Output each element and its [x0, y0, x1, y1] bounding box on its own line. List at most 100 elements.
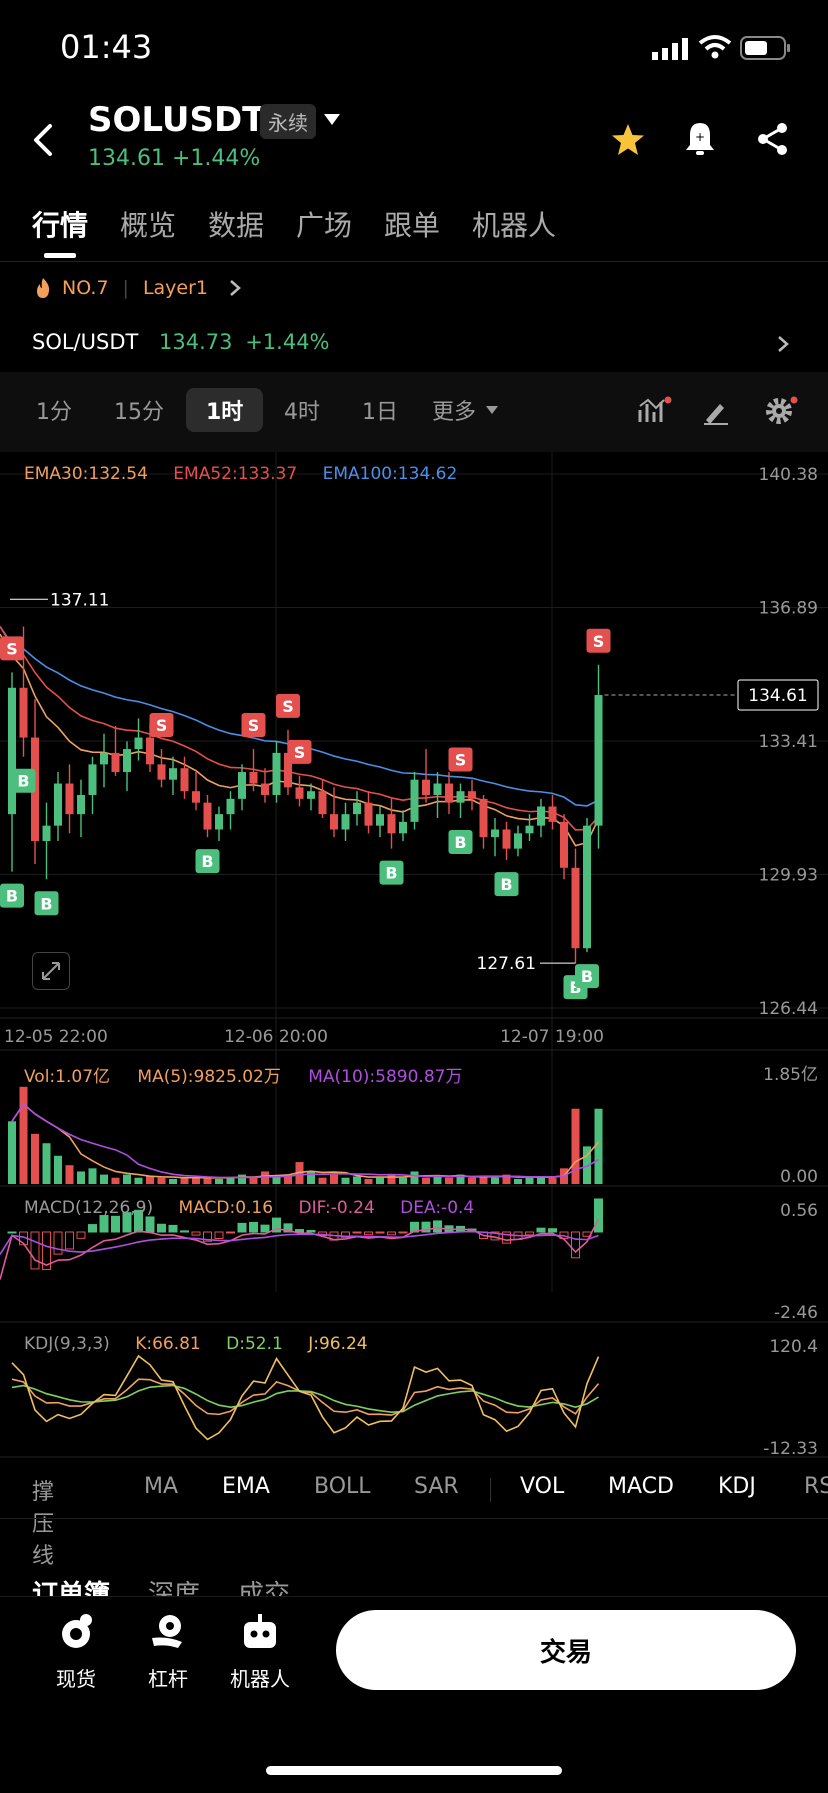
tab-depth[interactable]: 深度: [148, 1580, 201, 1596]
macd-histogram-bar: [421, 1221, 431, 1233]
settings-gear-icon[interactable]: [764, 396, 798, 430]
volume-bar: [192, 1177, 200, 1184]
volume-bar: [583, 1146, 591, 1184]
tag-row[interactable]: NO.7 | Layer1: [32, 272, 242, 304]
tab-square[interactable]: 广场: [296, 209, 353, 242]
price-chart[interactable]: 140.38 136.89 133.41 129.93 126.44 12-05 22:0…: [0, 452, 828, 1458]
volume-bar: [399, 1177, 407, 1184]
back-button[interactable]: [30, 122, 56, 162]
share-button[interactable]: [756, 122, 790, 160]
tab-orderbook[interactable]: 订单簿: [32, 1580, 111, 1596]
chevron-left-icon: [34, 124, 52, 156]
spot-coin-icon: [62, 1614, 92, 1648]
volume-bar: [525, 1177, 534, 1184]
candle-body: [583, 825, 591, 949]
buy-marker: [494, 872, 519, 897]
candle-body: [399, 821, 407, 834]
ind-tab-kdj[interactable]: KDJ: [718, 1474, 756, 1499]
tab-trades[interactable]: 成交: [238, 1580, 291, 1596]
volume-bar: [468, 1177, 476, 1184]
tab-overview[interactable]: 概览: [120, 209, 177, 242]
nav-bot[interactable]: 机器人: [220, 1612, 300, 1692]
more-dropdown-icon[interactable]: [486, 406, 498, 414]
macd-histogram-bar: [525, 1231, 534, 1236]
orderbook-tabs: 订单簿 深度 成交: [0, 1570, 828, 1596]
price-alert-button[interactable]: +: [684, 120, 716, 162]
interval-15m[interactable]: 15分: [114, 400, 164, 425]
macd-histogram-bar: [237, 1222, 247, 1233]
interval-1h[interactable]: 1时: [186, 388, 264, 432]
ind-tab-ema[interactable]: EMA: [222, 1474, 270, 1499]
divider: [0, 261, 828, 262]
candle-body: [502, 829, 511, 849]
volume-bar: [65, 1165, 74, 1184]
symbol-title[interactable]: SOLUSDT: [88, 100, 266, 140]
y-tick-label: 129.93: [759, 866, 818, 886]
macd-histogram-bar: [306, 1230, 316, 1233]
tab-copy-trade[interactable]: 跟单: [384, 209, 441, 242]
sell-marker: [0, 636, 24, 661]
candle-body: [65, 783, 74, 815]
ind-tab-sar[interactable]: SAR: [414, 1474, 459, 1499]
y-tick-label: 140.38: [759, 465, 818, 485]
macd-dif: DIF:-0.24: [298, 1198, 375, 1218]
volume-bar: [433, 1176, 442, 1184]
symbol-dropdown-icon[interactable]: [324, 114, 340, 125]
tab-bots[interactable]: 机器人: [472, 209, 557, 242]
ind-tab-rsi[interactable]: RS: [804, 1474, 828, 1499]
svg-text:+: +: [695, 130, 705, 144]
interval-4h[interactable]: 4时: [284, 400, 320, 425]
interval-more[interactable]: 更多: [432, 400, 477, 425]
ind-tab-macd[interactable]: MACD: [608, 1474, 674, 1499]
macd-axis-label: -2.46: [774, 1303, 818, 1323]
trade-button[interactable]: 交易: [336, 1610, 796, 1690]
spot-chevron-right-icon[interactable]: [776, 334, 790, 358]
kdj-d-line: [11, 1384, 599, 1413]
favorite-star-button[interactable]: [610, 122, 646, 162]
volume-bar: [514, 1178, 522, 1184]
macd-histogram-bar: [387, 1231, 396, 1236]
interval-1m[interactable]: 1分: [36, 400, 72, 425]
volume-bar: [422, 1177, 430, 1184]
ind-tab-support[interactable]: 撑压线: [32, 1480, 55, 1569]
buy-marker: [379, 860, 404, 885]
candle-body: [100, 752, 108, 765]
header-price: 134.61: [88, 146, 165, 171]
interval-1d[interactable]: 1日: [362, 400, 398, 425]
volume-bar: [387, 1174, 396, 1184]
kdj-j-line: [11, 1354, 600, 1441]
kdj-axis-label: -12.33: [763, 1439, 818, 1458]
tab-data[interactable]: 数据: [208, 209, 265, 242]
contract-type-badge: 永续: [260, 104, 316, 139]
volume-bar: [364, 1178, 373, 1184]
macd-histogram-bar: [433, 1220, 442, 1233]
buy-marker-label: B: [454, 833, 466, 852]
draw-tool-icon[interactable]: [702, 398, 730, 430]
candle-body: [571, 867, 580, 949]
vol-ma10-label: MA(10):5890.87万: [308, 1067, 463, 1087]
macd-histogram-bar: [7, 1231, 17, 1234]
nav-spot[interactable]: 现货: [36, 1612, 116, 1692]
macd-histogram-bar: [272, 1217, 281, 1233]
ind-tab-ma[interactable]: MA: [144, 1474, 179, 1499]
volume-axis-label: 1.85亿: [763, 1065, 818, 1085]
volume-bar: [307, 1171, 315, 1184]
nav-margin[interactable]: 杠杆: [128, 1612, 208, 1692]
ind-tab-boll[interactable]: BOLL: [314, 1474, 371, 1499]
last-price-tag: 134.61: [748, 686, 807, 706]
volume-bar: [8, 1121, 16, 1184]
candle-body: [525, 825, 534, 834]
candle-body: [410, 779, 419, 822]
expand-chart-button[interactable]: [32, 952, 70, 990]
spot-price-row[interactable]: SOL/USDT 134.73 +1.44%: [32, 330, 330, 354]
candle-body: [157, 764, 166, 780]
macd-histogram-bar: [180, 1230, 189, 1233]
volume-bar: [31, 1133, 39, 1184]
candle-body: [307, 791, 315, 799]
header-change: +1.44%: [171, 146, 261, 171]
ind-tab-vol[interactable]: VOL: [520, 1474, 565, 1499]
indicator-toggle-icon[interactable]: [638, 396, 672, 430]
sell-marker-label: S: [593, 632, 605, 651]
candle-body: [295, 787, 304, 799]
tab-market[interactable]: 行情: [32, 209, 89, 242]
